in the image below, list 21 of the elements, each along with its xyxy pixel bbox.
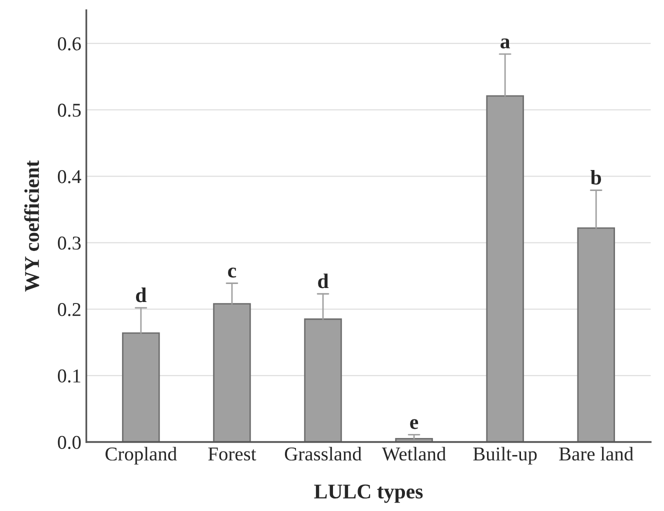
- x-axis-title: LULC types: [314, 484, 423, 503]
- x-tick-label: Built-up: [473, 446, 537, 465]
- x-tick-label: Forest: [208, 448, 256, 461]
- y-tick-label: 0.4: [58, 170, 82, 184]
- x-tick-label: Cropland: [106, 446, 177, 465]
- y-axis-title: WY coefficient: [24, 160, 40, 292]
- annotation: b: [590, 170, 602, 185]
- y-tick-label: 0.3: [58, 236, 81, 250]
- y-tick-label: 0.6: [58, 37, 81, 50]
- annotation: e: [410, 419, 418, 430]
- annotation: a: [500, 38, 510, 48]
- y-tick-label: 0.1: [58, 369, 80, 383]
- y-tick-label: 0.5: [58, 104, 81, 117]
- x-tick-label: Wetland: [382, 446, 446, 461]
- x-tick-label: Grassland: [284, 446, 362, 461]
- y-tick-label: 0.0: [58, 436, 81, 450]
- annotation: d: [318, 274, 329, 288]
- y-tick-label: 0.2: [58, 302, 80, 316]
- annotation: d: [136, 288, 146, 302]
- annotation: c: [228, 268, 236, 278]
- x-tick-label: Bare land: [559, 446, 634, 461]
